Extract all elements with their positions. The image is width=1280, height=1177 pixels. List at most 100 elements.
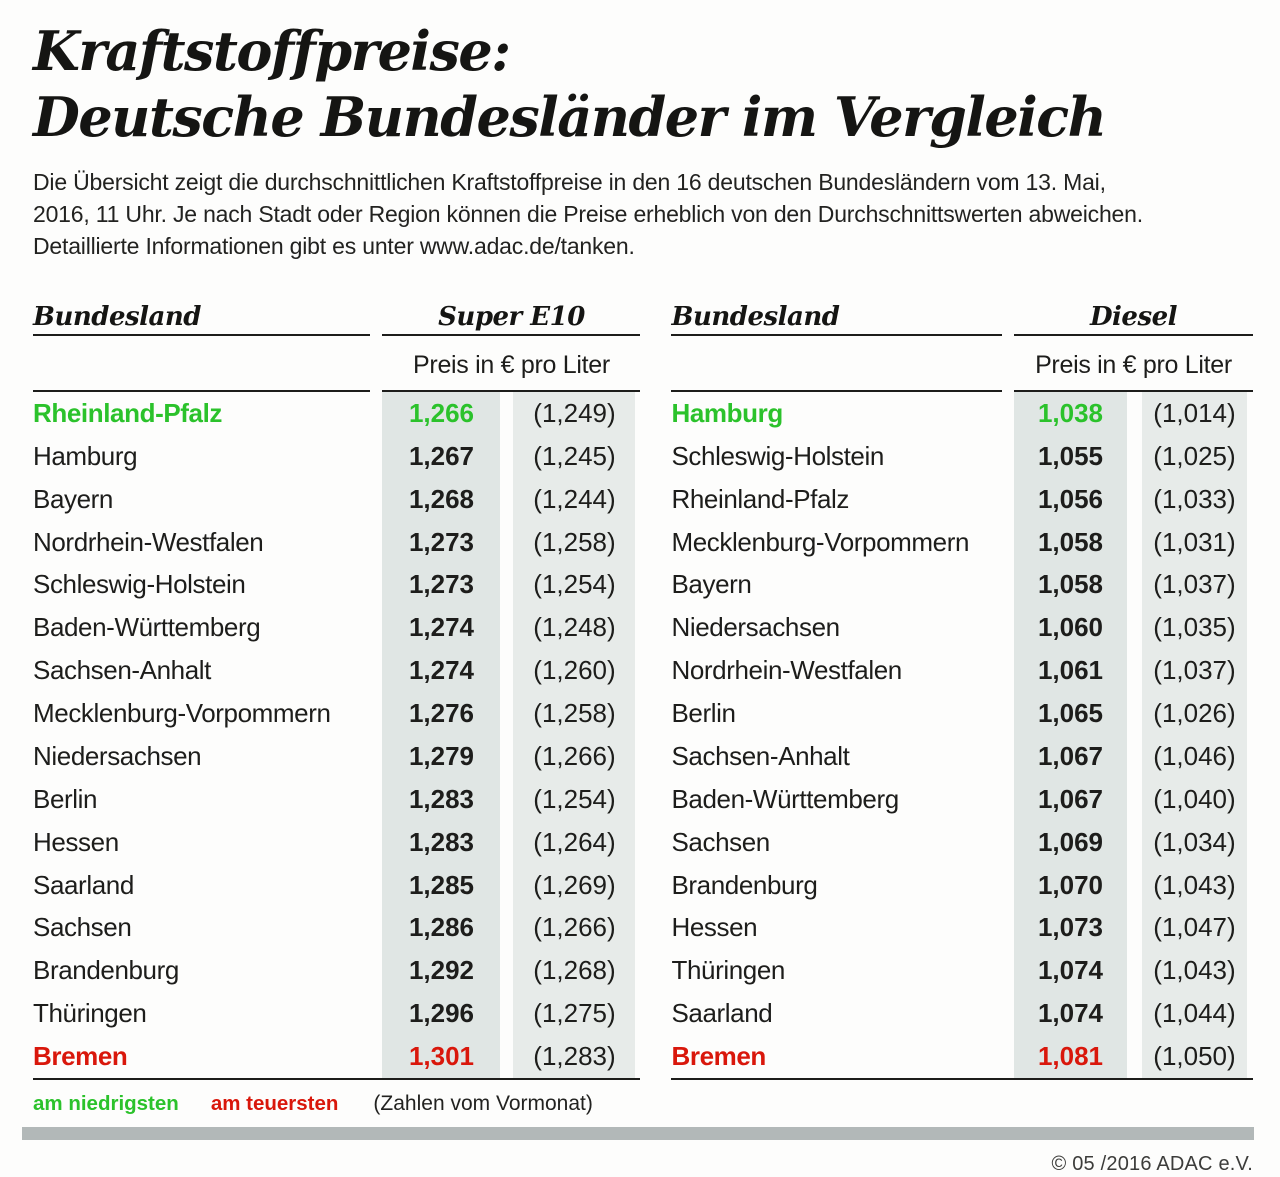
previous-month-value: (1,254) bbox=[513, 777, 636, 821]
price-value: 1,070 bbox=[1014, 863, 1127, 907]
table-row: Saarland 1,285 (1,269) bbox=[33, 863, 640, 907]
price-value: 1,301 bbox=[382, 1035, 501, 1078]
table-row: Berlin 1,283 (1,254) bbox=[33, 777, 640, 821]
table-row: Rheinland-Pfalz 1,056 (1,033) bbox=[671, 477, 1253, 521]
price-value: 1,081 bbox=[1014, 1035, 1127, 1078]
table-row: Bayern 1,058 (1,037) bbox=[671, 563, 1253, 607]
previous-month-value: (1,266) bbox=[513, 735, 636, 778]
table-row: Brandenburg 1,070 (1,043) bbox=[671, 863, 1253, 907]
unit-subheader: Preis in € pro Liter bbox=[671, 336, 1253, 388]
previous-month-value: (1,269) bbox=[513, 863, 636, 907]
state-name: Schleswig-Holstein bbox=[33, 569, 246, 600]
previous-month-value: (1,034) bbox=[1142, 820, 1247, 864]
previous-month-value: (1,026) bbox=[1142, 692, 1247, 735]
state-name: Sachsen bbox=[671, 826, 770, 857]
table-row: Niedersachsen 1,279 (1,266) bbox=[33, 735, 640, 778]
table-diesel: Bundesland Diesel Preis in € pro Liter H… bbox=[671, 298, 1253, 1080]
previous-month-value: (1,014) bbox=[1142, 392, 1247, 435]
state-name: Bremen bbox=[33, 1041, 128, 1072]
state-name: Bayern bbox=[671, 569, 752, 600]
legend-lowest-label: am niedrigsten bbox=[33, 1092, 179, 1115]
table-row: Sachsen 1,286 (1,266) bbox=[33, 906, 640, 950]
price-value: 1,268 bbox=[382, 477, 501, 521]
previous-month-value: (1,037) bbox=[1142, 563, 1247, 607]
table-row: Niedersachsen 1,060 (1,035) bbox=[671, 606, 1253, 650]
table-row: Hessen 1,073 (1,047) bbox=[671, 906, 1253, 950]
table-row: Nordrhein-Westfalen 1,273 (1,258) bbox=[33, 520, 640, 564]
intro-line: Die Übersicht zeigt die durchschnittlich… bbox=[33, 169, 1106, 195]
previous-month-value: (1,245) bbox=[513, 434, 636, 478]
table-row: Baden-Württemberg 1,067 (1,040) bbox=[671, 777, 1253, 821]
table-row: Thüringen 1,074 (1,043) bbox=[671, 949, 1253, 993]
previous-month-value: (1,046) bbox=[1142, 735, 1247, 778]
price-value: 1,273 bbox=[382, 563, 501, 607]
price-value: 1,296 bbox=[382, 992, 501, 1036]
table-row: Schleswig-Holstein 1,055 (1,025) bbox=[671, 434, 1253, 478]
unit-subheader: Preis in € pro Liter bbox=[33, 336, 640, 388]
previous-month-value: (1,258) bbox=[513, 692, 636, 735]
subheader-divider bbox=[671, 390, 1253, 392]
footer-divider-bar bbox=[22, 1127, 1254, 1140]
price-value: 1,285 bbox=[382, 863, 501, 907]
table-row: Saarland 1,074 (1,044) bbox=[671, 992, 1253, 1036]
price-value: 1,266 bbox=[382, 392, 501, 435]
price-value: 1,069 bbox=[1014, 820, 1127, 864]
table-header-row: Bundesland Super E10 bbox=[33, 298, 640, 332]
previous-month-value: (1,025) bbox=[1142, 434, 1247, 478]
table-row: Hamburg 1,038 (1,014) bbox=[671, 392, 1253, 435]
table-body: Rheinland-Pfalz 1,266 (1,249) Hamburg 1,… bbox=[33, 392, 640, 1078]
legend: am niedrigsten am teuersten (Zahlen vom … bbox=[33, 1092, 1253, 1116]
unit-label: Preis in € pro Liter bbox=[413, 351, 610, 379]
state-name: Baden-Württemberg bbox=[33, 612, 261, 643]
legend-highest-label: am teuersten bbox=[210, 1092, 339, 1115]
legend-note: (Zahlen vom Vormonat) bbox=[373, 1092, 593, 1115]
table-bottom-divider bbox=[671, 1078, 1253, 1080]
column-header-bundesland: Bundesland bbox=[33, 302, 201, 332]
previous-month-value: (1,275) bbox=[513, 992, 636, 1036]
state-name: Thüringen bbox=[33, 998, 147, 1029]
state-name: Schleswig-Holstein bbox=[671, 440, 884, 471]
previous-month-value: (1,264) bbox=[513, 820, 636, 864]
intro-line: 2016, 11 Uhr. Je nach Stadt oder Region … bbox=[33, 201, 1143, 227]
price-value: 1,283 bbox=[382, 777, 501, 821]
column-header-bundesland: Bundesland bbox=[671, 302, 840, 332]
table-row: Thüringen 1,296 (1,275) bbox=[33, 992, 640, 1036]
price-value: 1,283 bbox=[382, 820, 501, 864]
previous-month-value: (1,035) bbox=[1142, 606, 1247, 650]
state-name: Saarland bbox=[671, 998, 773, 1029]
intro-paragraph: Die Übersicht zeigt die durchschnittlich… bbox=[33, 166, 1253, 262]
state-name: Nordrhein-Westfalen bbox=[671, 655, 902, 686]
state-name: Mecklenburg-Vorpommern bbox=[33, 698, 331, 729]
state-name: Sachsen-Anhalt bbox=[671, 740, 850, 771]
state-name: Hessen bbox=[671, 912, 758, 943]
state-name: Sachsen bbox=[33, 912, 132, 943]
state-name: Nordrhein-Westfalen bbox=[33, 526, 264, 557]
previous-month-value: (1,244) bbox=[513, 477, 636, 521]
price-value: 1,073 bbox=[1014, 906, 1127, 950]
previous-month-value: (1,266) bbox=[513, 906, 636, 950]
intro-line: Detaillierte Informationen gibt es unter… bbox=[33, 233, 635, 259]
price-value: 1,067 bbox=[1014, 735, 1127, 778]
state-name: Mecklenburg-Vorpommern bbox=[671, 526, 970, 557]
state-name: Hessen bbox=[33, 826, 119, 857]
state-name: Rheinland-Pfalz bbox=[671, 483, 850, 514]
price-value: 1,067 bbox=[1014, 777, 1127, 821]
table-row: Sachsen 1,069 (1,034) bbox=[671, 820, 1253, 864]
state-name: Baden-Württemberg bbox=[671, 783, 899, 814]
previous-month-value: (1,283) bbox=[513, 1035, 636, 1078]
previous-month-value: (1,043) bbox=[1142, 949, 1247, 993]
state-name: Niedersachsen bbox=[671, 612, 840, 643]
table-row: Sachsen-Anhalt 1,067 (1,046) bbox=[671, 735, 1253, 778]
state-name: Brandenburg bbox=[33, 955, 179, 986]
price-value: 1,276 bbox=[382, 692, 501, 735]
previous-month-value: (1,040) bbox=[1142, 777, 1247, 821]
previous-month-value: (1,268) bbox=[513, 949, 636, 993]
previous-month-value: (1,043) bbox=[1142, 863, 1247, 907]
subheader-divider bbox=[33, 390, 641, 392]
price-value: 1,274 bbox=[382, 649, 501, 693]
previous-month-value: (1,258) bbox=[513, 520, 636, 564]
table-row: Schleswig-Holstein 1,273 (1,254) bbox=[33, 563, 640, 607]
state-name: Berlin bbox=[33, 783, 98, 814]
page-title-line1: Kraftstoffpreise: bbox=[33, 19, 511, 83]
table-row: Brandenburg 1,292 (1,268) bbox=[33, 949, 640, 993]
